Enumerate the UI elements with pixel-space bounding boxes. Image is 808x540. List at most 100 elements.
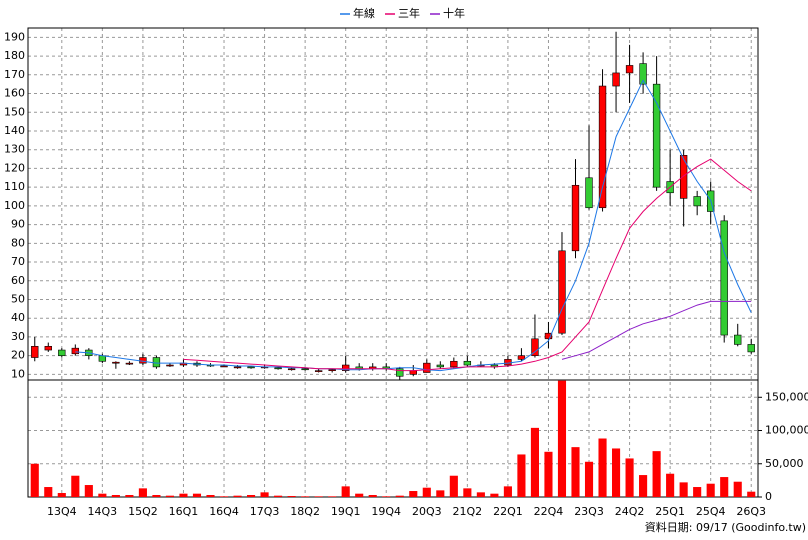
volume-bar xyxy=(192,493,202,497)
candle-body xyxy=(463,360,472,366)
plot-frame xyxy=(27,27,759,498)
volume-bar xyxy=(436,490,445,497)
candle-body xyxy=(639,63,647,85)
volume-bar xyxy=(612,448,621,497)
candle-body xyxy=(233,366,242,369)
candle-body xyxy=(166,364,174,367)
y-tick-label: 40 xyxy=(11,311,25,324)
candle-body xyxy=(450,360,458,368)
volume-bar xyxy=(179,493,188,497)
y-tick-label: 120 xyxy=(4,161,25,174)
volume-bar xyxy=(625,458,634,497)
y-tick-label: 130 xyxy=(4,143,25,156)
volume-bar xyxy=(368,495,377,497)
volume-bar xyxy=(679,482,688,497)
volume-bar xyxy=(652,451,661,497)
volume-bar xyxy=(382,496,391,497)
y-tick-label: 150 xyxy=(4,105,25,118)
volume-bar xyxy=(747,491,756,497)
candle-body xyxy=(734,334,742,345)
y-tick-label: 20 xyxy=(11,349,25,362)
y2-tick-label: 0 xyxy=(765,490,772,503)
candle-body xyxy=(220,365,228,368)
candle-body xyxy=(396,368,404,377)
candle-body xyxy=(274,367,282,370)
candle-body xyxy=(423,362,431,373)
candle-body xyxy=(612,72,620,87)
y-tick-label: 70 xyxy=(11,255,25,268)
volume-bar xyxy=(341,486,350,497)
candle-body xyxy=(517,355,526,360)
y-tick-label: 80 xyxy=(11,236,25,249)
volume-bar xyxy=(138,488,147,497)
candle-body xyxy=(328,369,336,372)
volume-bar xyxy=(557,380,567,497)
volume-bar xyxy=(287,496,296,497)
candle-body xyxy=(720,220,728,336)
volume-bar xyxy=(274,495,283,497)
volume-bar xyxy=(328,496,337,497)
candle-body xyxy=(342,364,350,371)
x-tick-label: 25Q1 xyxy=(655,505,685,518)
volume-bar xyxy=(71,475,80,497)
candle-body xyxy=(44,345,52,351)
volume-bar xyxy=(314,496,323,497)
volume-bar xyxy=(517,454,526,497)
volume-bar xyxy=(463,488,472,497)
candle-body xyxy=(558,250,566,334)
volume-bar xyxy=(219,496,229,497)
y-tick-label: 30 xyxy=(11,330,25,343)
volume-bar xyxy=(247,495,256,497)
y-tick-label: 180 xyxy=(4,49,25,62)
x-tick-label: 18Q2 xyxy=(290,505,320,518)
volume-bar xyxy=(84,485,93,497)
volume-bar xyxy=(165,495,174,497)
volume-bar xyxy=(260,492,269,497)
x-tick-label: 19Q1 xyxy=(331,505,361,518)
y-tick-label: 60 xyxy=(11,274,25,287)
volume-bar xyxy=(409,491,418,497)
volume-bar xyxy=(111,495,120,497)
volume-bar xyxy=(530,427,539,497)
x-tick-label: 21Q2 xyxy=(453,505,483,518)
volume-bar xyxy=(706,483,715,497)
x-tick-label: 26Q3 xyxy=(736,505,766,518)
x-tick-label: 15Q2 xyxy=(128,505,158,518)
y-tick-label: 110 xyxy=(4,180,25,193)
candle-body xyxy=(693,196,701,207)
volume-bar xyxy=(503,486,512,497)
volume-bar xyxy=(422,487,431,497)
legend-label: 年線 xyxy=(353,6,375,20)
candle-body xyxy=(504,359,512,366)
volume-bar xyxy=(490,493,499,497)
candle-body xyxy=(139,357,147,364)
volume-bar xyxy=(639,475,648,497)
candle-body xyxy=(409,370,417,375)
volume-bar xyxy=(544,451,553,497)
volume-bar xyxy=(301,496,310,497)
ma-line xyxy=(75,79,752,372)
candle-body xyxy=(125,362,134,365)
candle-body xyxy=(652,83,661,188)
y2-tick-label: 150,000 xyxy=(765,390,808,403)
y-tick-label: 100 xyxy=(4,199,25,212)
x-tick-label: 16Q1 xyxy=(169,505,199,518)
y-tick-label: 90 xyxy=(11,218,25,231)
volume-bar xyxy=(152,495,161,497)
volume-bar xyxy=(395,495,404,497)
x-tick-label: 13Q4 xyxy=(47,505,77,518)
volume-bar xyxy=(57,493,66,497)
volume-bar xyxy=(44,487,53,497)
ma-line xyxy=(561,300,752,360)
y2-tick-label: 100,000 xyxy=(765,424,808,437)
candle-body xyxy=(585,177,593,209)
volume-bar xyxy=(476,492,485,497)
candle-body xyxy=(436,364,444,368)
candle-body xyxy=(247,366,255,369)
y-tick-label: 140 xyxy=(4,124,25,137)
volume-bar xyxy=(355,493,364,497)
ma-line xyxy=(183,158,752,372)
volume-bar xyxy=(720,477,729,497)
volume-bar xyxy=(30,463,39,497)
